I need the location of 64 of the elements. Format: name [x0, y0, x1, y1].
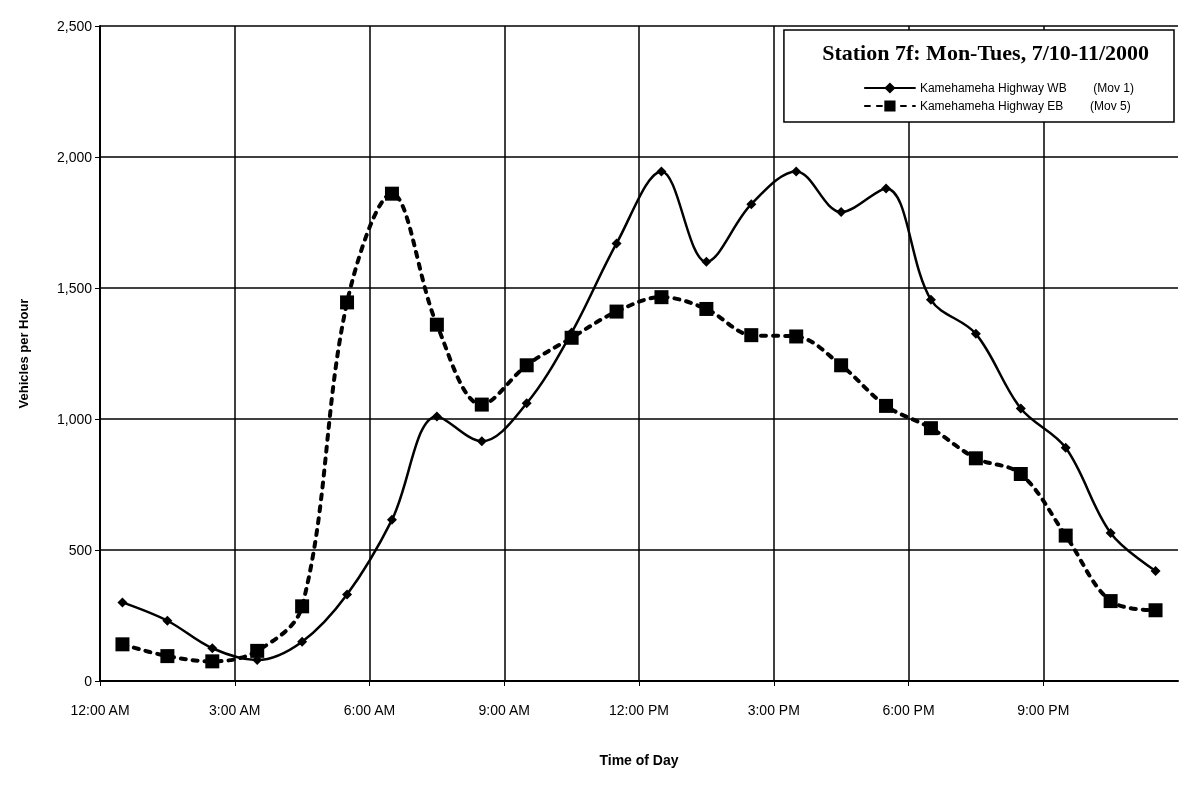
point [160, 649, 175, 664]
point [699, 301, 714, 316]
point [342, 589, 353, 600]
point [834, 358, 849, 373]
point [474, 397, 489, 412]
point [1148, 603, 1163, 618]
legend-label: Kamehameha Highway WB (Mov 1) [919, 81, 1135, 95]
x-tick-label: 12:00 AM [70, 702, 130, 718]
x-tick-label: 3:00 AM [209, 702, 261, 718]
point [1015, 403, 1026, 414]
point [654, 290, 669, 305]
point [117, 597, 128, 608]
x-tick-label: 12:00 PM [609, 702, 669, 718]
x-tick-label: 6:00 AM [343, 702, 396, 718]
point [968, 451, 983, 466]
point [1103, 594, 1118, 609]
point [476, 436, 487, 447]
x-tick-label: 3:00 PM [747, 702, 800, 718]
point [207, 643, 218, 654]
x-tick-label: 6:00 PM [882, 702, 935, 718]
y-tick-label: 500 [68, 542, 93, 558]
point [1060, 442, 1071, 453]
point [340, 295, 355, 310]
point [970, 328, 981, 339]
y-tick-label: 2,000 [56, 149, 93, 165]
point [791, 166, 802, 177]
x-tick-label: 9:00 AM [478, 702, 530, 718]
y-axis-title: Vehicles per Hour [16, 298, 31, 409]
point [115, 637, 130, 652]
point [611, 238, 622, 249]
x-tick-label: 9:00 PM [1017, 702, 1070, 718]
point [1058, 528, 1073, 543]
x-axis-title: Time of Day [599, 752, 679, 768]
point [925, 294, 936, 305]
point [1013, 467, 1028, 482]
y-tick-label: 0 [84, 673, 93, 689]
point [431, 411, 442, 422]
point [297, 636, 308, 647]
y-tick-label: 1,000 [56, 411, 93, 427]
y-tick-label: 1,500 [56, 280, 93, 296]
point [744, 328, 759, 343]
point [295, 599, 310, 614]
point [1105, 527, 1116, 538]
point [881, 183, 892, 194]
point [923, 421, 938, 436]
text: Station 7f: Mon-Tues, 7/10-11/2000 [822, 39, 1150, 65]
legend-label: Kamehameha Highway EB (Mov 5) [919, 99, 1131, 113]
point [609, 304, 624, 319]
point [384, 186, 399, 201]
y-tick-label: 2,500 [56, 18, 93, 34]
point [879, 398, 894, 413]
point [205, 654, 220, 669]
point [656, 166, 667, 177]
point [250, 643, 265, 658]
point [521, 398, 532, 409]
point [836, 207, 847, 218]
point [162, 615, 173, 626]
point [789, 329, 804, 344]
point [746, 199, 757, 210]
point [1150, 565, 1161, 576]
point [701, 256, 712, 267]
point [386, 514, 397, 525]
point [429, 317, 444, 332]
point [519, 358, 534, 373]
